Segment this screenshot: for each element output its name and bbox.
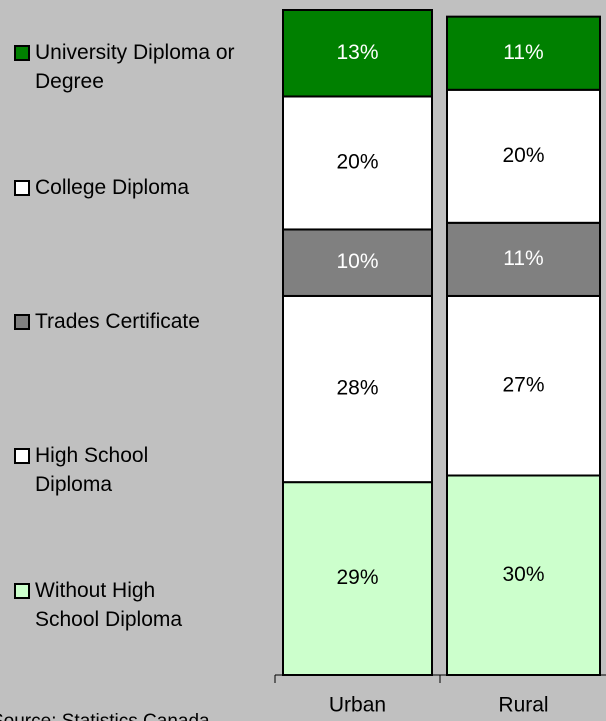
legend-swatch <box>14 180 30 196</box>
bar-segment <box>446 221 601 297</box>
x-tick-label: Rural <box>498 694 548 717</box>
data-label: 11% <box>503 41 543 64</box>
source: Source: Statistics Canada <box>0 711 210 721</box>
bar-segment <box>282 228 433 297</box>
bar-segment <box>446 88 601 224</box>
x-tick-label: Urban <box>329 694 386 717</box>
data-label: 11% <box>503 247 543 270</box>
data-label: 13% <box>336 41 378 64</box>
legend-swatch <box>14 583 30 599</box>
data-label: 27% <box>502 373 544 396</box>
legend-label: Without High School Diploma <box>35 579 183 631</box>
legend-label: High School Diploma <box>35 444 149 496</box>
data-label: 30% <box>502 563 544 586</box>
bar-segment <box>446 15 601 91</box>
legend-label: University Diploma or Degree <box>35 41 235 93</box>
legend-swatch <box>14 314 30 330</box>
bar-segment <box>282 9 433 98</box>
data-label: 29% <box>336 566 378 589</box>
data-label: 10% <box>336 250 378 273</box>
legend-swatch <box>14 448 30 464</box>
legend-item: University Diploma or Degree <box>14 38 250 96</box>
legend-item: High School Diploma <box>14 441 185 499</box>
legend-item: College Diploma <box>14 173 295 202</box>
legend-item: Trades Certificate <box>14 307 295 336</box>
bar-segment <box>446 474 601 676</box>
data-label: 20% <box>336 150 378 173</box>
legend-label: College Diploma <box>35 176 190 199</box>
bar-segment <box>446 294 601 477</box>
legend-label: Trades Certificate <box>35 310 200 333</box>
bar-segment <box>282 95 433 231</box>
data-label: 20% <box>502 144 544 167</box>
legend-item: Without High School Diploma <box>14 576 210 634</box>
data-label: 28% <box>336 377 378 400</box>
legend-swatch <box>14 45 30 61</box>
